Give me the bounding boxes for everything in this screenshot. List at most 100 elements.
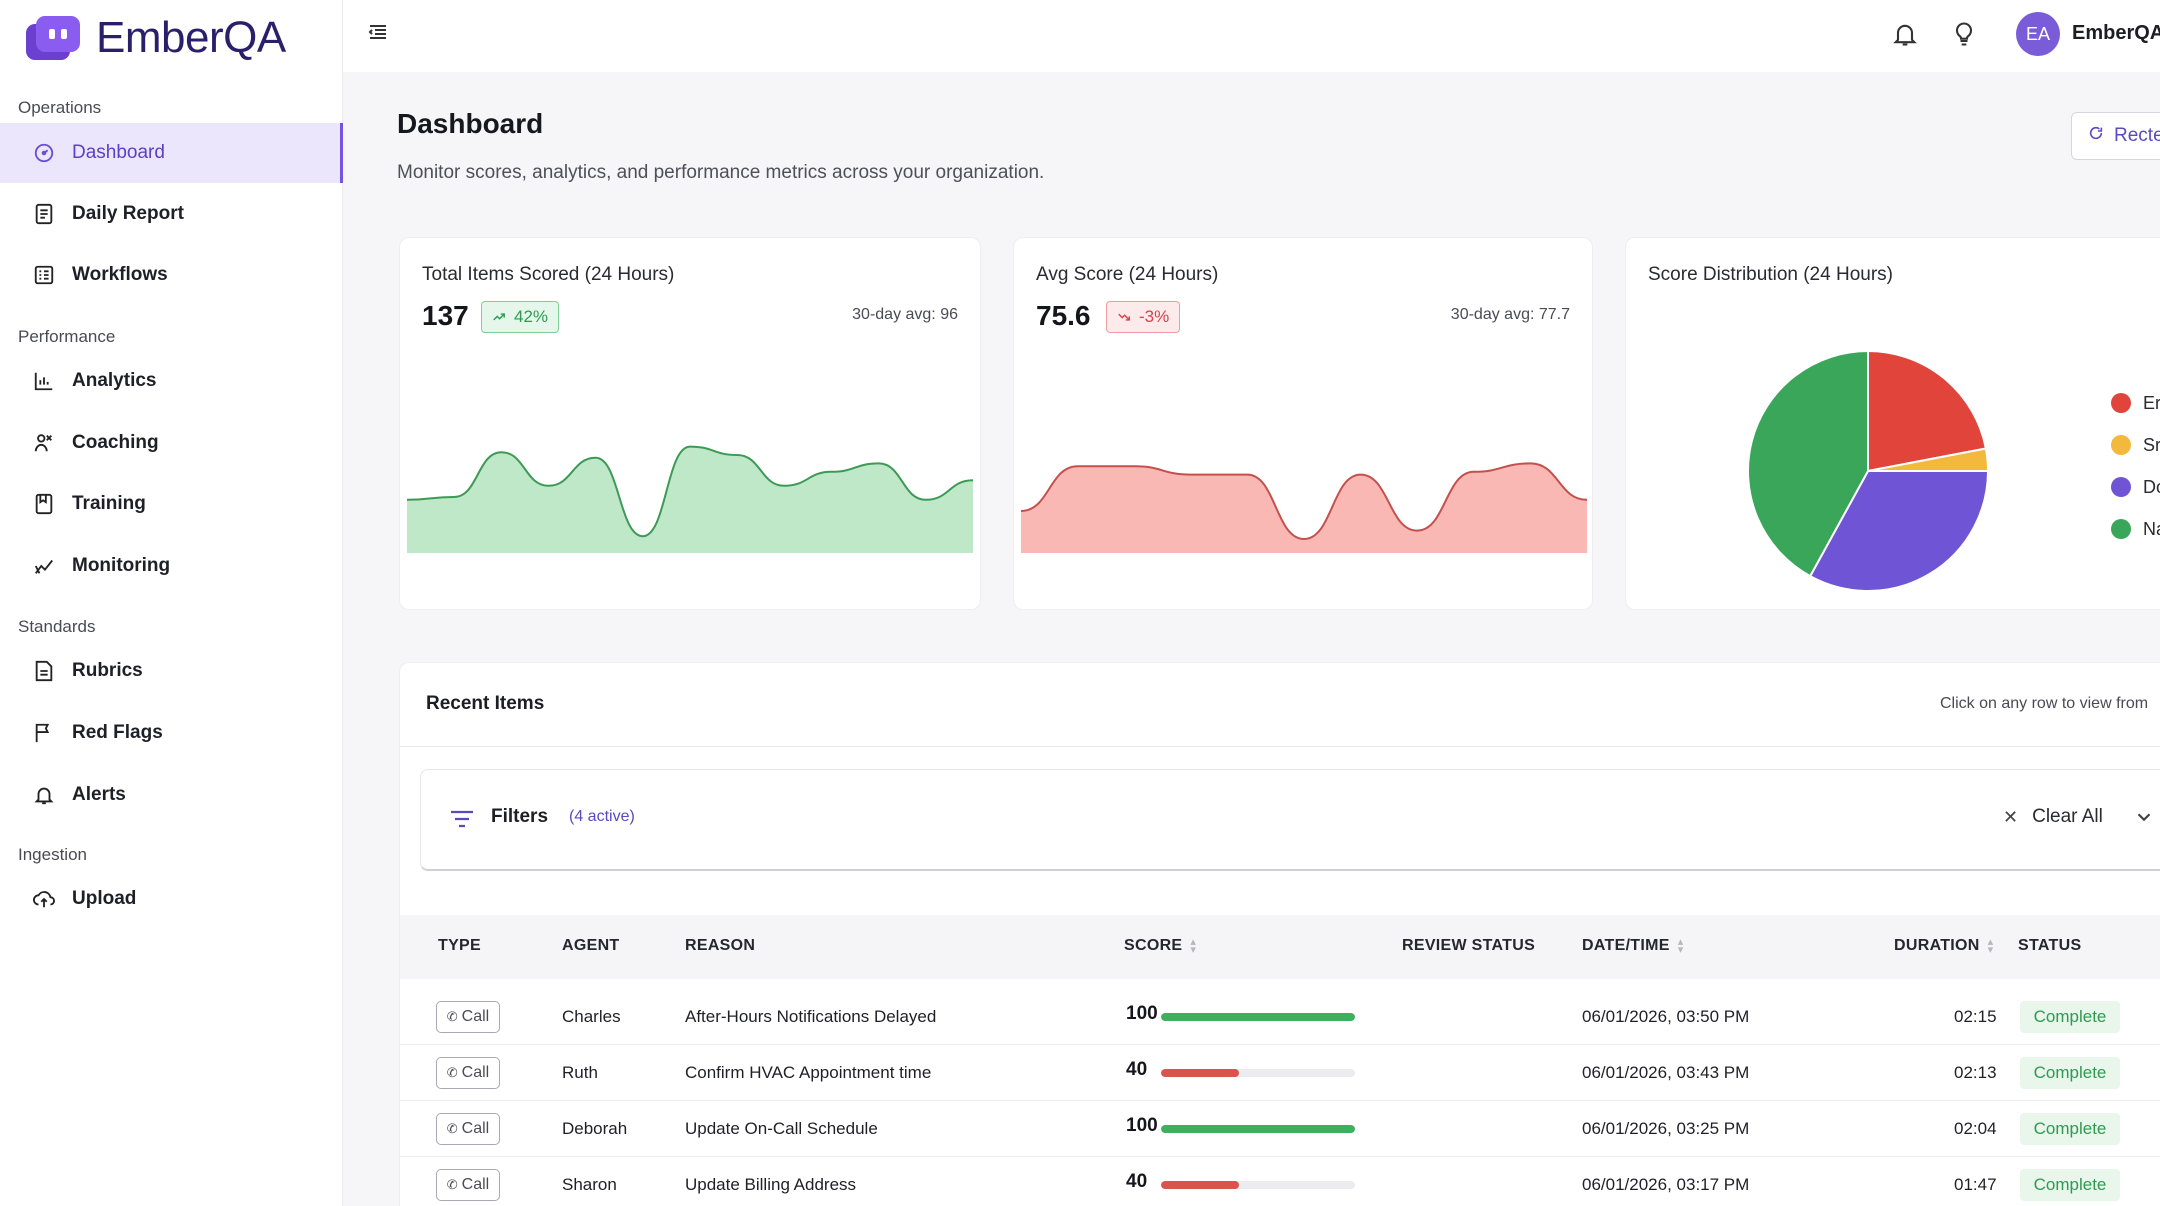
column-score-label: SCORE — [1124, 937, 1183, 954]
avg-score-value: 75.6 — [1036, 300, 1091, 331]
sidebar-item-monitoring[interactable]: Monitoring — [0, 536, 343, 596]
clear-all-button[interactable]: ✕ Clear All — [2003, 806, 2103, 828]
avg-score-card: Avg Score (24 Hours) 75.6 -3% 30-day avg… — [1013, 237, 1593, 610]
column-score[interactable]: SCORE ▴ ▾ — [1124, 937, 1196, 956]
sidebar-item-upload[interactable]: Upload — [0, 869, 343, 929]
sidebar-item-label: Coaching — [72, 432, 159, 453]
sidebar-item-label: Rubrics — [72, 660, 143, 681]
type-label: Call — [461, 1120, 490, 1137]
filters-active-count: (4 active) — [569, 808, 635, 825]
score-value: 40 — [1126, 1171, 1148, 1192]
divider — [400, 746, 2160, 747]
total-items-card: Total Items Scored (24 Hours) 137 42% 30… — [399, 237, 981, 610]
column-status[interactable]: STATUS — [2018, 937, 2082, 954]
sidebar-item-red-flags[interactable]: Red Flags — [0, 703, 343, 763]
filters-bar[interactable]: Filters (4 active) ✕ Clear All — [420, 769, 2160, 871]
sort-icon: ▴ ▾ — [1987, 936, 1994, 956]
thirty-day-avg: 30-day avg: 96 — [852, 306, 958, 323]
sidebar-toggle-button[interactable] — [366, 20, 392, 46]
score-bar — [1161, 1013, 1355, 1021]
total-items-sparkline — [407, 445, 973, 553]
sidebar-item-label: Training — [72, 493, 146, 514]
column-duration[interactable]: DURATION ▴ ▾ — [1894, 936, 1994, 956]
sidebar-item-coaching[interactable]: Coaching — [0, 413, 343, 473]
page-title: Dashboard — [397, 108, 544, 139]
type-label: Call — [461, 1064, 490, 1081]
avatar[interactable]: EA — [2016, 12, 2060, 56]
refresh-button[interactable]: Recte — [2071, 112, 2160, 160]
sidebar-item-alerts[interactable]: Alerts — [0, 765, 343, 825]
rubrics-document-icon — [32, 659, 56, 683]
trend-change-label: -3% — [1139, 307, 1170, 326]
sidebar-item-label: Red Flags — [72, 722, 163, 743]
pie-slice-er[interactable] — [1867, 349, 1988, 473]
pie-slice-do[interactable] — [1808, 470, 1990, 592]
tips-button[interactable] — [1950, 20, 1978, 48]
legend-label[interactable]: Er — [2143, 393, 2160, 413]
sidebar-item-label: Upload — [72, 888, 137, 909]
dashboard-gauge-icon — [32, 141, 56, 165]
recent-items-panel: Recent Items Click on any row to view fr… — [399, 662, 2160, 1206]
recent-items-hint: Click on any row to view from — [1940, 695, 2149, 712]
score-bar-fill — [1161, 1013, 1355, 1021]
duration-cell: 02:04 — [1954, 1119, 1997, 1138]
area-fill — [407, 446, 973, 553]
legend-dot — [2111, 393, 2131, 413]
card-title: Avg Score (24 Hours) — [1036, 264, 1219, 285]
score-value: 100 — [1126, 1115, 1158, 1136]
page-subtitle: Monitor scores, analytics, and performan… — [397, 162, 1045, 183]
nav-section-standards: Standards — [18, 617, 96, 636]
sidebar-item-rubrics[interactable]: Rubrics — [0, 641, 343, 701]
bell-icon — [1893, 24, 1917, 46]
status-badge: Complete — [2020, 1057, 2120, 1089]
top-bar — [343, 0, 2160, 72]
sidebar-item-label: Workflows — [72, 264, 168, 285]
sidebar-item-label: Daily Report — [72, 203, 184, 224]
report-icon — [32, 202, 56, 226]
agent-cell: Deborah — [562, 1119, 628, 1138]
type-label: Call — [461, 1008, 490, 1025]
trend-up-badge: 42% — [481, 301, 560, 333]
app-logo[interactable]: EmberQA — [26, 8, 286, 68]
chevron-down-icon[interactable] — [2133, 806, 2155, 828]
filters-label: Filters — [491, 806, 549, 827]
legend-label[interactable]: Sr — [2143, 435, 2160, 455]
column-review-status[interactable]: REVIEW STATUS — [1402, 937, 1536, 954]
sidebar-item-workflows[interactable]: Workflows — [0, 245, 343, 305]
score-bar-fill — [1161, 1181, 1239, 1189]
bell-icon — [32, 783, 56, 807]
recent-items-title: Recent Items — [426, 693, 545, 714]
sidebar-item-dashboard[interactable]: Dashboard — [0, 123, 343, 183]
user-name[interactable]: EmberQA — [2072, 22, 2160, 44]
nav-section-operations: Operations — [18, 98, 102, 117]
card-title: Score Distribution (24 Hours) — [1648, 264, 1893, 285]
table-row[interactable]: ✆ Call Deborah Update On-Call Schedule 100 06… — [400, 1101, 2160, 1157]
notifications-button[interactable] — [1891, 20, 1919, 48]
table-row[interactable]: ✆ Call Ruth Confirm HVAC Appointment time 40… — [400, 1045, 2160, 1101]
coaching-people-icon — [32, 431, 56, 455]
sidebar-item-daily-report[interactable]: Daily Report — [0, 184, 343, 244]
thirty-day-avg: 30-day avg: 77.7 — [1450, 306, 1570, 323]
total-items-value: 137 — [422, 300, 469, 331]
column-reason[interactable]: REASON — [685, 937, 756, 954]
column-type[interactable]: TYPE — [438, 937, 481, 954]
clear-all-label: Clear All — [2032, 806, 2103, 827]
reason-cell: Confirm HVAC Appointment time — [685, 1063, 932, 1082]
legend-label[interactable]: Na — [2143, 519, 2160, 539]
table-row[interactable]: ✆ Call Sharon Update Billing Address 40 06/01… — [400, 1157, 2160, 1206]
sidebar-item-label: Dashboard — [72, 142, 165, 163]
legend-label[interactable]: Do — [2143, 477, 2160, 497]
sidebar-item-label: Analytics — [72, 370, 157, 391]
table-row[interactable]: ✆ Call Charles After-Hours Notifications De… — [400, 989, 2160, 1045]
sidebar-item-training[interactable]: Training — [0, 474, 343, 534]
type-pill: ✆ Call — [436, 1057, 500, 1089]
trend-up-icon — [493, 313, 505, 321]
column-agent[interactable]: AGENT — [562, 937, 620, 954]
avg-score-sparkline — [1021, 462, 1587, 553]
pie-slice-na[interactable] — [1747, 349, 1869, 578]
agent-cell: Ruth — [562, 1063, 598, 1082]
column-datetime[interactable]: DATE/TIME ▴ ▾ — [1582, 937, 1684, 956]
datetime-cell: 06/01/2026, 03:17 PM — [1582, 1175, 1750, 1194]
sidebar-item-analytics[interactable]: Analytics — [0, 351, 343, 411]
sidebar-item-label: Alerts — [72, 784, 126, 805]
